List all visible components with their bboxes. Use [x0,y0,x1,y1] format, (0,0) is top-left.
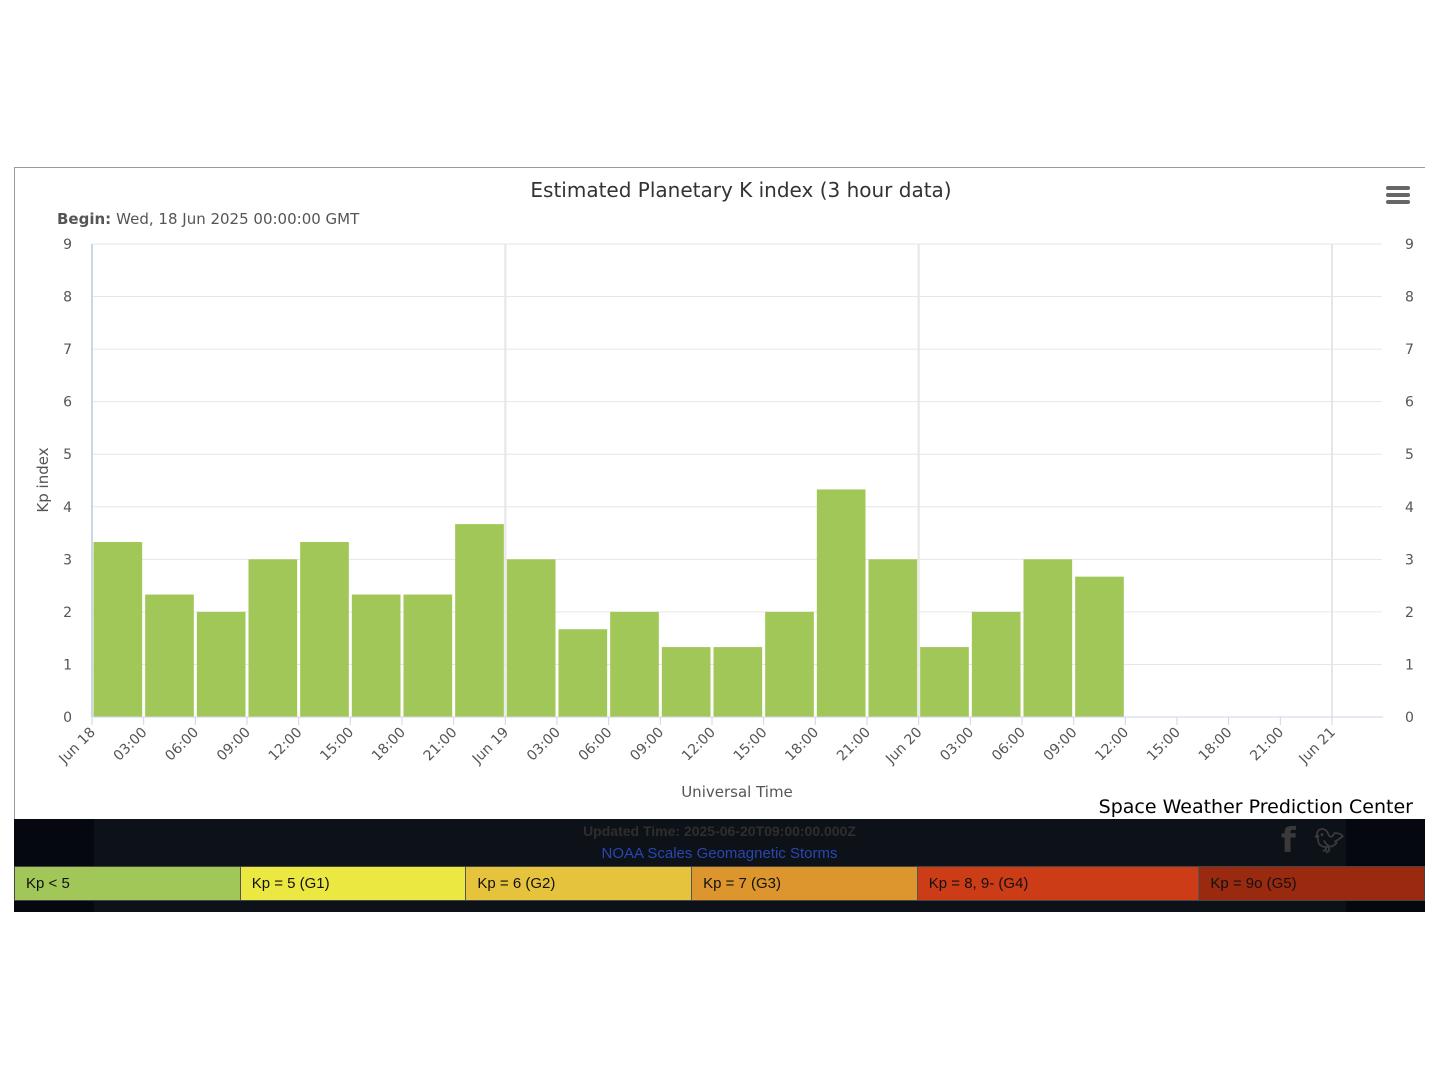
kp-bar[interactable] [93,541,143,717]
legend-item: Kp < 5 [15,867,241,900]
hamburger-icon-line [1386,193,1410,197]
kp-bar[interactable] [661,647,711,717]
x-tick-label: 15:00 [317,725,357,765]
kp-bar[interactable] [868,559,918,717]
kp-bar[interactable] [300,541,349,717]
legend-item: Kp = 6 (G2) [466,867,693,900]
subtitle-value: Wed, 18 Jun 2025 00:00:00 GMT [116,210,360,228]
x-tick-label: 21:00 [421,725,461,765]
x-tick-label: 18:00 [369,725,409,765]
x-tick-label: 12:00 [266,725,306,765]
hamburger-icon-line [1386,200,1410,204]
y-tick-label-right: 0 [1405,710,1414,726]
y-tick-label-left: 9 [63,237,72,253]
legend-item: Kp = 8, 9- (G4) [917,867,1200,900]
y-tick-label-left: 6 [63,395,72,411]
x-tick-label: 03:00 [937,725,977,765]
y-tick-label-right: 4 [1405,500,1414,516]
x-tick-label: 12:00 [1092,725,1132,765]
x-tick-label: 15:00 [1144,725,1184,765]
updated-time: Updated Time: 2025-06-20T09:00:00.000Z [583,823,856,839]
y-axis-title: Kp index [34,447,52,512]
x-tick-label: 09:00 [214,725,254,765]
x-tick-label: 09:00 [627,725,667,765]
hamburger-icon-line [1386,186,1410,190]
legend-item: Kp = 5 (G1) [240,867,467,900]
kp-bar[interactable] [971,611,1021,717]
y-tick-label-left: 7 [63,342,72,358]
x-tick-label: 18:00 [782,725,822,765]
kp-bar[interactable] [1023,559,1073,717]
x-tick-label: 21:00 [834,725,874,765]
y-tick-label-right: 2 [1405,605,1414,621]
legend-item: Kp = 9o (G5) [1199,867,1425,900]
x-tick-label: 12:00 [679,725,719,765]
chart-subtitle: Begin: Wed, 18 Jun 2025 00:00:00 GMT [57,210,360,228]
y-tick-label-left: 8 [63,290,72,306]
x-tick-label: Jun 21 [1296,725,1339,768]
kp-bar[interactable] [351,594,401,717]
kp-bar[interactable] [816,489,866,717]
x-tick-label: 18:00 [1196,725,1236,765]
facebook-icon[interactable]: f [1281,821,1296,861]
x-tick-label: 06:00 [162,725,202,765]
kp-bar[interactable] [1075,576,1124,717]
kp-bar[interactable] [920,647,969,717]
y-tick-label-left: 3 [63,552,72,568]
x-tick-label: 03:00 [111,725,151,765]
legend-item: Kp = 7 (G3) [692,867,918,900]
y-tick-label-right: 9 [1405,237,1414,253]
y-tick-label-right: 6 [1405,395,1414,411]
y-tick-label-right: 3 [1405,552,1414,568]
y-tick-label-left: 0 [63,710,72,726]
x-tick-label: Jun 20 [882,725,925,768]
kp-chart: Estimated Planetary K index (3 hour data… [34,178,1414,818]
x-tick-label: 06:00 [989,725,1029,765]
x-tick-label: 21:00 [1247,725,1287,765]
y-tick-label-left: 4 [63,500,72,516]
y-tick-label-left: 1 [63,657,72,673]
y-tick-label-right: 5 [1405,447,1414,463]
kp-bar[interactable] [558,629,608,717]
y-tick-label-right: 8 [1405,290,1414,306]
y-tick-label-right: 1 [1405,657,1414,673]
chart-credit[interactable]: Space Weather Prediction Center [1099,796,1414,818]
x-tick-label: 06:00 [576,725,616,765]
x-tick-label: 09:00 [1041,725,1081,765]
chart-title: Estimated Planetary K index (3 hour data… [530,178,951,202]
noaa-scales-link[interactable]: NOAA Scales Geomagnetic Storms [601,845,838,862]
chart-menu-button[interactable] [1383,184,1413,208]
y-tick-label-right: 7 [1405,342,1414,358]
x-tick-label: 03:00 [524,725,564,765]
kp-bar[interactable] [610,611,659,717]
kp-bar[interactable] [455,524,504,717]
y-tick-label-left: 2 [63,605,72,621]
kp-bar[interactable] [248,559,298,717]
kp-bar[interactable] [713,647,763,717]
bars [93,489,1124,717]
subtitle-label: Begin: [57,210,111,228]
kp-bar[interactable] [145,594,194,717]
kp-bar[interactable] [765,611,814,717]
x-tick-label: 15:00 [731,725,771,765]
y-tick-label-left: 5 [63,447,72,463]
x-tick-label: Jun 18 [56,725,99,768]
x-tick-label: Jun 19 [469,725,512,768]
twitter-icon[interactable]: 🐦︎ [1314,827,1345,855]
chart-container: Estimated Planetary K index (3 hour data… [14,167,1425,819]
kp-bar[interactable] [506,559,556,717]
kp-bar[interactable] [196,611,246,717]
kp-legend: Kp < 5 Kp = 5 (G1) Kp = 6 (G2) Kp = 7 (G3) K… [14,866,1425,901]
x-axis-title: Universal Time [681,783,793,801]
kp-bar[interactable] [403,594,453,717]
